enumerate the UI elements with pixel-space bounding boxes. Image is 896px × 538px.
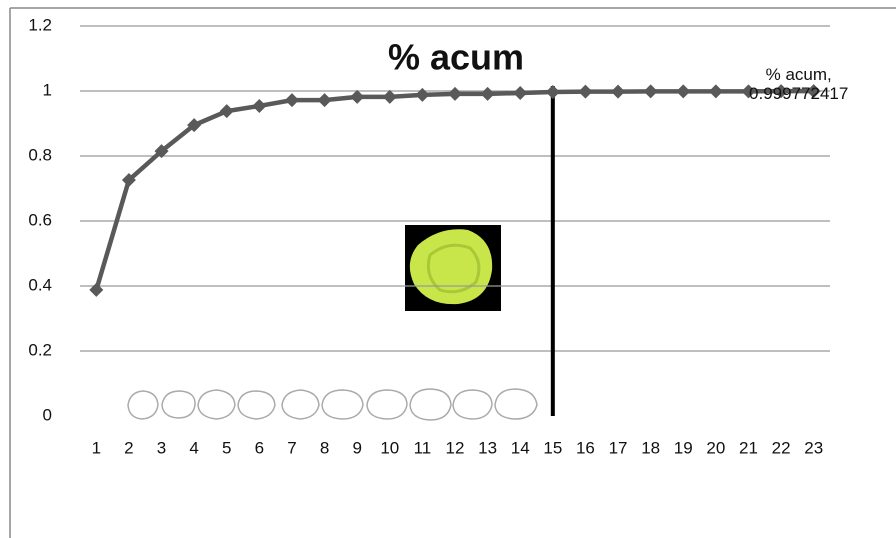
- y-tick-label: 1.2: [28, 15, 52, 34]
- x-tick-label: 11: [414, 438, 432, 457]
- marker: [644, 84, 658, 98]
- page: {"chart_data": {"type": "line", "title":…: [0, 0, 896, 538]
- marker: [252, 99, 266, 113]
- y-tick-label: 0.8: [28, 145, 52, 164]
- y-tick-label: 0: [43, 405, 52, 424]
- x-tick-label: 23: [804, 438, 823, 457]
- marker: [89, 283, 103, 297]
- x-tick-label: 17: [609, 438, 628, 457]
- leaf-image: [405, 225, 501, 311]
- x-tick-label: 4: [189, 438, 198, 457]
- y-tick-label: 0.2: [28, 340, 52, 359]
- x-tick-label: 13: [478, 438, 497, 457]
- marker: [513, 86, 527, 100]
- marker: [448, 87, 462, 101]
- x-tick-label: 2: [124, 438, 133, 457]
- y-tick-label: 1: [43, 80, 52, 99]
- marker: [383, 90, 397, 104]
- contour-shapes: [128, 389, 537, 420]
- marker: [220, 104, 234, 118]
- x-tick-label: 16: [576, 438, 595, 457]
- marker: [578, 85, 592, 99]
- marker: [611, 85, 625, 99]
- x-tick-label: 10: [380, 438, 399, 457]
- x-tick-label: 20: [706, 438, 725, 457]
- x-tick-label: 7: [287, 438, 296, 457]
- marker: [481, 87, 495, 101]
- data-label: % acum, 0.999772417: [714, 65, 884, 103]
- marker: [318, 93, 332, 107]
- marker: [285, 93, 299, 107]
- x-tick-label: 12: [446, 438, 465, 457]
- x-tick-label: 3: [157, 438, 166, 457]
- x-tick-label: 9: [352, 438, 361, 457]
- x-tick-label: 18: [641, 438, 660, 457]
- x-tick-label: 8: [320, 438, 329, 457]
- marker: [676, 84, 690, 98]
- x-tick-label: 1: [92, 438, 101, 457]
- chart-title: % acum: [388, 37, 524, 78]
- x-tick-label: 6: [255, 438, 264, 457]
- y-tick-label: 0.4: [28, 275, 52, 294]
- marker: [546, 85, 560, 99]
- y-tick-label: 0.6: [28, 210, 52, 229]
- x-tick-label: 14: [511, 438, 530, 457]
- marker: [350, 90, 364, 104]
- marker: [415, 88, 429, 102]
- x-tick-label: 5: [222, 438, 231, 457]
- x-tick-label: 15: [543, 438, 562, 457]
- x-tick-label: 21: [739, 438, 758, 457]
- x-tick-label: 19: [674, 438, 693, 457]
- x-tick-label: 22: [772, 438, 791, 457]
